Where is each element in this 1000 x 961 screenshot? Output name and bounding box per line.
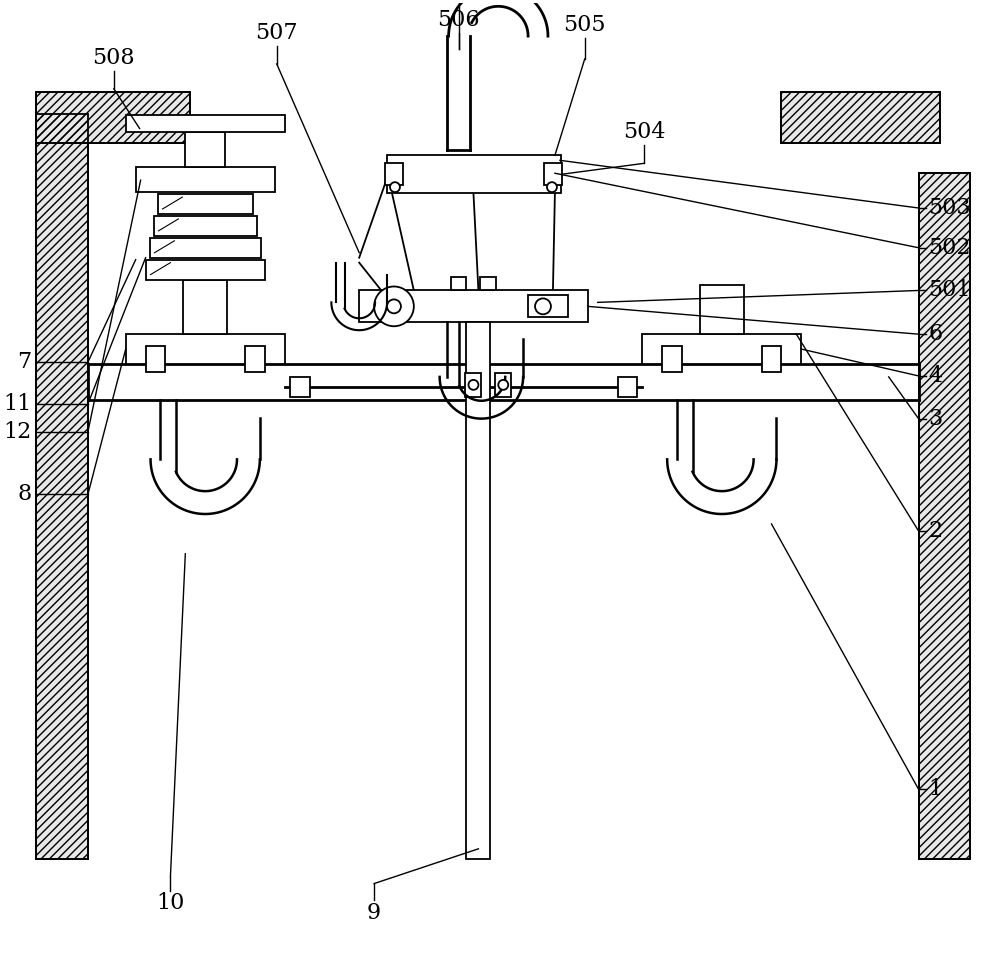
Bar	[36, 113, 88, 859]
Circle shape	[374, 286, 414, 326]
Text: 10: 10	[156, 893, 185, 915]
Bar	[528, 295, 568, 317]
Text: 506: 506	[437, 10, 480, 31]
Bar	[245, 346, 265, 372]
Bar	[36, 113, 88, 859]
Bar	[781, 91, 940, 143]
Bar	[154, 216, 257, 235]
Bar	[618, 377, 637, 397]
Bar	[36, 91, 190, 143]
Text: 7: 7	[17, 351, 31, 373]
Circle shape	[387, 300, 401, 313]
Bar	[781, 91, 940, 143]
Text: 507: 507	[255, 22, 298, 44]
Text: 505: 505	[563, 14, 606, 37]
Text: 503: 503	[928, 197, 971, 219]
Bar	[466, 322, 490, 859]
Bar	[465, 373, 481, 397]
Text: 9: 9	[367, 902, 381, 924]
Bar	[146, 259, 265, 280]
Circle shape	[535, 299, 551, 314]
Circle shape	[468, 380, 478, 390]
Text: 2: 2	[928, 520, 943, 542]
Text: 504: 504	[623, 121, 666, 143]
Bar	[451, 277, 466, 290]
Bar	[919, 173, 970, 859]
Bar	[359, 290, 588, 322]
Bar	[781, 91, 940, 143]
Text: 6: 6	[928, 323, 943, 345]
Text: 508: 508	[92, 47, 135, 69]
Bar	[146, 346, 165, 372]
Bar	[642, 334, 801, 364]
Bar	[36, 91, 190, 143]
Bar	[150, 237, 261, 258]
Bar	[387, 156, 561, 193]
Bar	[495, 373, 511, 397]
Bar	[36, 91, 190, 143]
Bar	[480, 277, 496, 290]
Bar	[185, 133, 225, 167]
Bar	[36, 113, 88, 859]
Bar	[290, 377, 310, 397]
Text: 3: 3	[928, 407, 943, 430]
Circle shape	[498, 380, 508, 390]
Bar	[700, 284, 744, 334]
Text: 502: 502	[928, 236, 971, 259]
Bar	[385, 163, 403, 185]
Text: 4: 4	[928, 365, 943, 387]
Bar	[183, 280, 227, 334]
Bar	[919, 173, 970, 859]
Bar	[762, 346, 781, 372]
Bar	[662, 346, 682, 372]
Bar	[158, 194, 253, 214]
Text: 12: 12	[3, 421, 31, 443]
Text: 8: 8	[17, 483, 31, 505]
Text: 1: 1	[928, 778, 943, 801]
Circle shape	[547, 183, 557, 192]
Bar	[126, 114, 285, 133]
Bar	[544, 163, 562, 185]
Text: 501: 501	[928, 280, 971, 302]
Circle shape	[390, 183, 400, 192]
Text: 11: 11	[3, 393, 31, 415]
Bar	[919, 173, 970, 859]
Bar	[126, 334, 285, 364]
Bar	[136, 167, 275, 192]
